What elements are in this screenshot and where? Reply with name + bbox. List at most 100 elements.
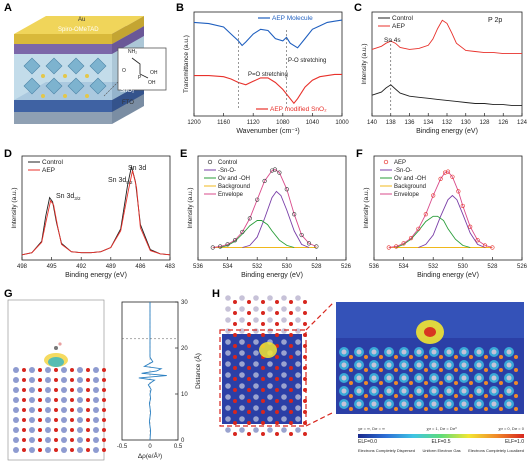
series-aep-sno2 [194, 73, 342, 105]
atom-o [22, 398, 26, 402]
series-aep [21, 170, 171, 256]
atom-sn [77, 427, 83, 433]
series-aep-molecule [193, 19, 343, 49]
atom-o [102, 368, 106, 372]
charge-depletion [48, 357, 64, 367]
atom-o [70, 408, 74, 412]
atom-sn [77, 447, 83, 453]
panel-label: F [356, 148, 363, 160]
series-ov-oh [220, 220, 295, 248]
x-tick-label: 124 [517, 120, 528, 126]
panel-c: C 140 138 136 134 132 130 128 126 124 Binding ene… [350, 0, 528, 150]
atom-o [454, 381, 458, 385]
atom-o [439, 355, 443, 359]
annot-sn4s: Sn 4s [384, 37, 401, 44]
atom-o [424, 368, 428, 372]
atom-sn [446, 349, 452, 355]
atom-sn [295, 416, 301, 422]
data-point [292, 212, 297, 217]
atom-sn [431, 388, 437, 394]
atom-sn [29, 367, 35, 373]
atom-sn [77, 407, 83, 413]
atom-o [439, 381, 443, 385]
atom-o [54, 388, 58, 392]
scale-mid-right: ELF=1.0 [504, 439, 524, 445]
atom-o [424, 355, 428, 359]
panel-label: B [176, 2, 184, 14]
data-point [262, 178, 267, 184]
atom-o [275, 355, 279, 359]
atom-o [261, 300, 265, 304]
atom-sn [61, 427, 67, 433]
data-point [490, 245, 495, 250]
elf-scale-bottom: Electrons Completely Dispersed Uniform E… [358, 448, 524, 453]
atom-o [86, 448, 90, 452]
scale-mid-left: ELF=0.0 [358, 439, 378, 445]
atom-o [275, 333, 279, 337]
atom-o [86, 378, 90, 382]
atom-sn [431, 349, 437, 355]
atom-o [364, 407, 368, 411]
atom-sn [476, 375, 482, 381]
atom-o [394, 355, 398, 359]
atom-o [379, 407, 383, 411]
atom-sn [13, 427, 19, 433]
atom-o [275, 366, 279, 370]
atom-o [70, 418, 74, 422]
atom-sn [253, 339, 259, 345]
atom-sn [386, 388, 392, 394]
atom-sn [45, 417, 51, 423]
atom-sn [253, 361, 259, 367]
atom-sn [267, 317, 273, 323]
atom-o [261, 421, 265, 425]
x-tick-label: 136 [404, 120, 415, 126]
atom-o [86, 408, 90, 412]
atom-o [70, 438, 74, 442]
y-axis-label: Intensity (a.u.) [361, 43, 368, 84]
atom-sn [267, 416, 273, 422]
x-tick-label: 534 [399, 264, 410, 270]
atom-o [275, 421, 279, 425]
elf-molecule-core [424, 327, 436, 337]
atom-o [289, 322, 293, 326]
atom-o [364, 368, 368, 372]
atom-o [469, 394, 473, 398]
atom-o [38, 428, 42, 432]
atom-sn [295, 361, 301, 367]
series-control [371, 84, 522, 107]
slab-structure [7, 299, 106, 461]
panel-label: C [354, 2, 362, 14]
atom-sn [295, 295, 301, 301]
atom-o [102, 418, 106, 422]
atom-sn [267, 405, 273, 411]
atom-sn [491, 388, 497, 394]
atom-sn [446, 375, 452, 381]
atom-sn [281, 383, 287, 389]
atom-o [22, 438, 26, 442]
data-point [269, 168, 275, 173]
scale-top-mid: χσ = 1, Dσ = Dσ⁰ [426, 426, 457, 431]
atom-sn [253, 328, 259, 334]
atom-o [22, 418, 26, 422]
atom-sn [45, 387, 51, 393]
panel-label: G [4, 288, 13, 300]
atom-sn [239, 383, 245, 389]
legend-swatch [383, 159, 389, 165]
panel-e: E 536 534 532 530 528 526 Binding energy (eV) I… [176, 148, 352, 288]
atom-o [38, 388, 42, 392]
panel-d: D 498 495 492 489 486 483 Binding energy (eV) I… [0, 148, 176, 288]
atom-o [261, 377, 265, 381]
y-axis-label: Transmittance (a.u.) [183, 35, 190, 93]
atom-o [484, 407, 488, 411]
atom-o [54, 368, 58, 372]
atom-sn [401, 375, 407, 381]
panel-label: A [4, 2, 12, 14]
atom-o [379, 381, 383, 385]
atom-sn [13, 377, 19, 383]
x-tick-label: 495 [47, 264, 58, 270]
atom-sn [267, 383, 273, 389]
atom-o [233, 399, 237, 403]
atom-sn [295, 394, 301, 400]
atom-o [289, 333, 293, 337]
molecule-label-oh1: OH [150, 70, 158, 76]
